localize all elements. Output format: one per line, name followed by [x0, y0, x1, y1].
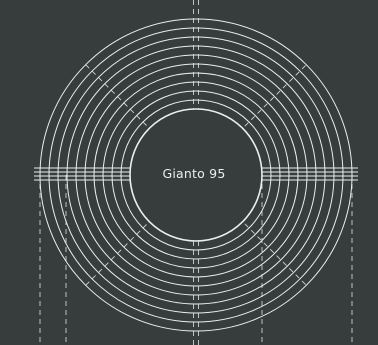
ring-9 — [48, 27, 344, 323]
ring-1 — [120, 99, 272, 251]
ring-5 — [84, 63, 308, 287]
ring-2 — [111, 90, 281, 260]
ring-7 — [66, 45, 326, 305]
ring-10 — [39, 18, 353, 332]
ring-3 — [102, 81, 290, 269]
axis-bands — [34, 167, 358, 181]
ring-4 — [93, 72, 299, 278]
center-label: Gianto 95 — [162, 166, 226, 181]
ring-8 — [57, 36, 335, 314]
outer-rings — [39, 18, 353, 332]
ring-6 — [75, 54, 317, 296]
center-hub-circle — [129, 108, 263, 242]
